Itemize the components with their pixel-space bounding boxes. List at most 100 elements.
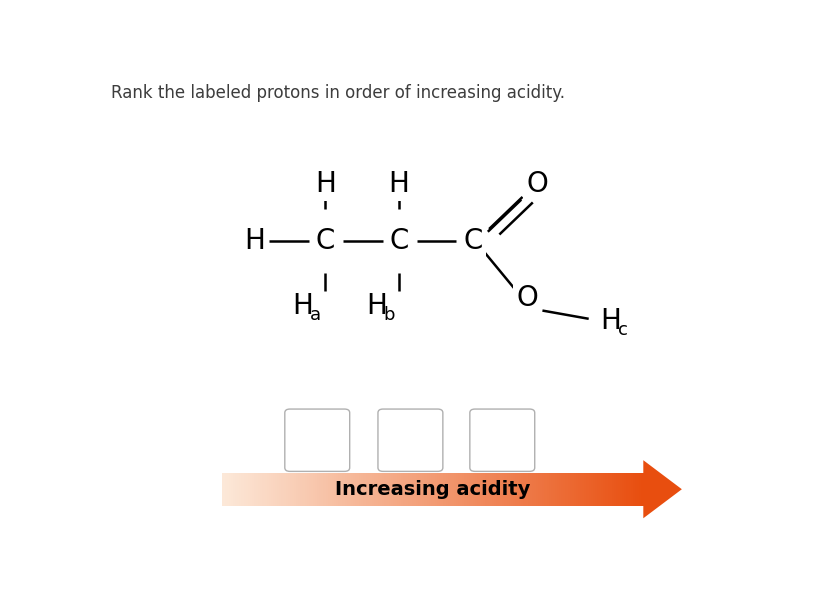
Bar — [399, 473, 402, 506]
Bar — [426, 473, 428, 506]
Bar — [376, 473, 378, 506]
Bar — [483, 473, 485, 506]
Bar — [403, 473, 406, 506]
Bar — [409, 473, 412, 506]
Bar — [290, 473, 292, 506]
Bar — [258, 473, 260, 506]
Bar — [521, 473, 523, 506]
Text: H: H — [366, 292, 387, 320]
Bar — [243, 473, 246, 506]
Bar — [416, 473, 418, 506]
Bar — [464, 473, 466, 506]
Bar — [344, 473, 347, 506]
Bar — [354, 473, 357, 506]
Bar — [590, 473, 592, 506]
Bar — [283, 473, 286, 506]
Bar — [569, 473, 571, 506]
Bar — [489, 473, 492, 506]
Bar — [428, 473, 431, 506]
Bar — [502, 473, 504, 506]
Bar — [536, 473, 537, 506]
Bar — [327, 473, 330, 506]
Bar — [304, 473, 306, 506]
Bar — [445, 473, 447, 506]
Bar — [365, 473, 368, 506]
Bar — [245, 473, 248, 506]
Bar — [460, 473, 462, 506]
Bar — [397, 473, 399, 506]
Bar — [395, 473, 397, 506]
Bar — [249, 473, 252, 506]
Bar — [267, 473, 269, 506]
Text: H: H — [388, 170, 409, 198]
Bar — [607, 473, 609, 506]
Text: H: H — [244, 227, 265, 255]
Bar — [443, 473, 445, 506]
Bar — [513, 473, 515, 506]
Bar — [503, 473, 506, 506]
Bar — [315, 473, 317, 506]
Bar — [392, 473, 395, 506]
Bar — [554, 473, 556, 506]
Bar — [542, 473, 544, 506]
Bar — [226, 473, 229, 506]
Bar — [487, 473, 489, 506]
Bar — [518, 473, 521, 506]
Bar — [588, 473, 590, 506]
Text: H: H — [600, 307, 621, 335]
Bar — [470, 473, 473, 506]
Polygon shape — [643, 460, 681, 518]
Bar — [372, 473, 374, 506]
Bar — [580, 473, 582, 506]
Bar — [264, 473, 267, 506]
Bar — [599, 473, 601, 506]
Bar — [272, 473, 275, 506]
Text: c: c — [618, 321, 628, 339]
Text: C: C — [389, 227, 408, 255]
Bar — [248, 473, 250, 506]
Bar — [308, 473, 310, 506]
Bar — [563, 473, 565, 506]
Bar — [346, 473, 349, 506]
Bar — [552, 473, 555, 506]
Bar — [495, 473, 498, 506]
Bar — [405, 473, 407, 506]
Text: O: O — [526, 170, 547, 198]
Bar — [298, 473, 301, 506]
Bar — [468, 473, 470, 506]
Bar — [485, 473, 488, 506]
Bar — [508, 473, 510, 506]
Bar — [277, 473, 279, 506]
Bar — [363, 473, 365, 506]
Bar — [474, 473, 477, 506]
Bar — [498, 473, 500, 506]
Bar — [561, 473, 563, 506]
Text: H: H — [292, 292, 313, 320]
Bar — [382, 473, 384, 506]
Bar — [296, 473, 298, 506]
Bar — [368, 473, 369, 506]
Bar — [310, 473, 313, 506]
Bar — [224, 473, 227, 506]
Bar — [626, 473, 628, 506]
Bar — [420, 473, 422, 506]
Bar — [455, 473, 458, 506]
Bar — [491, 473, 493, 506]
Bar — [279, 473, 282, 506]
Bar — [271, 473, 273, 506]
Bar — [281, 473, 283, 506]
Bar — [556, 473, 559, 506]
Bar — [253, 473, 256, 506]
Bar — [585, 473, 588, 506]
Bar — [306, 473, 309, 506]
Bar — [454, 473, 455, 506]
Bar — [323, 473, 325, 506]
Bar — [451, 473, 454, 506]
Bar — [514, 473, 517, 506]
Bar — [481, 473, 483, 506]
Bar — [413, 473, 416, 506]
Bar — [609, 473, 611, 506]
Bar — [618, 473, 619, 506]
Text: Increasing acidity: Increasing acidity — [335, 480, 530, 499]
Text: O: O — [516, 284, 538, 312]
